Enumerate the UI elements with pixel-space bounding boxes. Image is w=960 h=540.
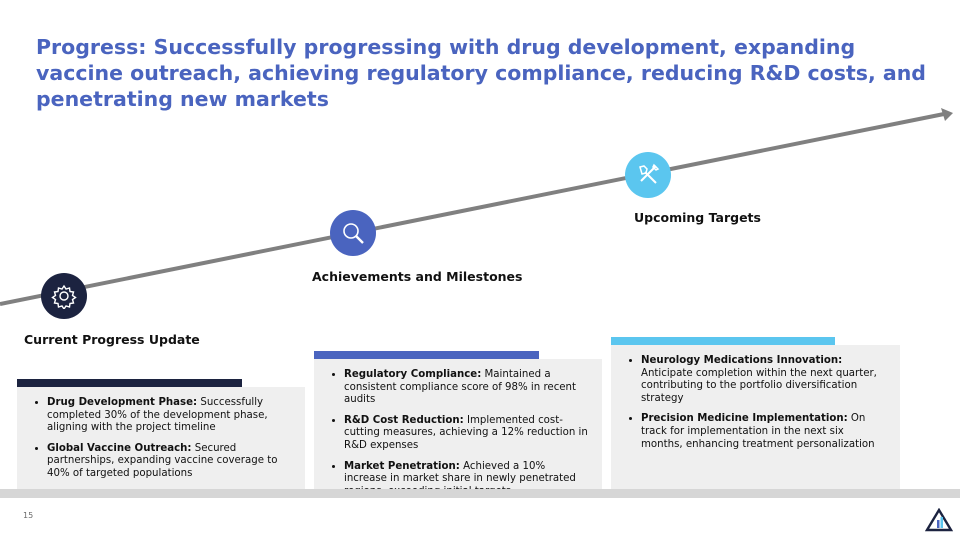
company-logo-icon [925,508,953,532]
page-number: 15 [23,511,34,520]
list-item: Neurology Medications Innovation: Antici… [641,355,886,405]
list-item: Precision Medicine Implementation: On tr… [641,413,886,451]
milestone-label-current: Current Progress Update [24,332,200,347]
list-item: R&D Cost Reduction: Implemented cost-cut… [344,415,588,453]
milestone-card-upcoming: Neurology Medications Innovation: Antici… [611,345,900,489]
footer-bar [0,489,960,498]
tools-icon [639,163,660,184]
milestone-card-achievements: Regulatory Compliance: Maintained a cons… [314,359,602,497]
milestone-label-achievements: Achievements and Milestones [312,269,523,284]
milestone-bar-current [17,379,242,387]
milestone-node-achievements [330,210,376,256]
magnifier-icon [343,223,364,244]
milestone-node-current [41,273,87,319]
list-item: Drug Development Phase: Successfully com… [47,397,291,435]
milestone-card-current: Drug Development Phase: Successfully com… [17,387,305,489]
milestone-bar-upcoming [611,337,835,345]
slide-title: Progress: Successfully progressing with … [36,35,926,111]
milestone-label-upcoming: Upcoming Targets [634,210,761,225]
milestone-bar-achievements [314,351,539,359]
milestone-node-upcoming [625,152,671,198]
list-item: Global Vaccine Outreach: Secured partner… [47,443,291,481]
list-item: Regulatory Compliance: Maintained a cons… [344,369,588,407]
gear-icon [51,284,77,309]
